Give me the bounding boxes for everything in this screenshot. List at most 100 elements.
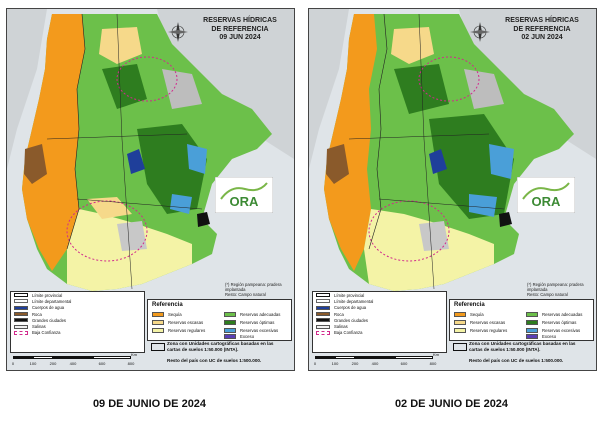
reference-title: Referencia <box>454 302 485 308</box>
legend-swatch <box>14 318 28 323</box>
ora-logo: ORA <box>516 176 576 214</box>
legend-label: Grandes ciudades <box>334 317 368 323</box>
reference-label: Reservas adecuadas <box>240 312 281 317</box>
legend-row: Límite departamental <box>11 298 144 304</box>
legend-swatch <box>316 318 330 323</box>
scale-bar: Km 0 100 200 400 600 800 <box>11 352 143 369</box>
reference-swatch <box>224 312 236 317</box>
legend-label: Límite provincial <box>32 292 63 298</box>
map-title-line: RESERVAS HÍDRICAS <box>505 17 579 24</box>
legend-row: Límite departamental <box>313 298 446 304</box>
legend-swatch <box>14 330 28 335</box>
reference-label: Reservas adecuadas <box>542 312 583 317</box>
scale-unit: Km <box>433 352 439 357</box>
legend-swatch <box>14 324 28 329</box>
legend-label: Grandes ciudades <box>32 317 66 323</box>
legend-swatch <box>316 324 330 329</box>
reference-swatch <box>526 320 538 325</box>
legend-row: Roca <box>313 311 446 317</box>
reference-item: Sequía <box>152 311 182 318</box>
base-legend: Límite provincial Límite departamental C… <box>312 291 447 353</box>
source-note-line: Resto: Campo natural <box>527 292 568 297</box>
reference-legend: Referencia Sequía Reservas escasas Reser… <box>147 299 292 341</box>
base-legend: Límite provincial Límite departamental C… <box>10 291 145 353</box>
legend-label: Salinas <box>334 324 348 330</box>
reference-label: Reservas regulares <box>168 328 206 333</box>
legend-row: Límite provincial <box>313 292 446 298</box>
legend-label: Cuerpos de agua <box>32 305 65 311</box>
scale-tick: 800 <box>127 361 135 366</box>
reference-item: Reservas regulares <box>454 327 507 334</box>
map-title-line: DE REFERENCIA <box>513 25 571 33</box>
scale-tick: 600 <box>98 361 106 366</box>
reference-swatch <box>526 328 538 333</box>
map-panel-left: RESERVAS HÍDRICAS DE REFERENCIA 09 JUN 2… <box>6 8 295 371</box>
reference-item: Reservas excesivas <box>224 327 278 334</box>
reference-label: Reservas excesivas <box>542 328 581 333</box>
reference-title: Referencia <box>152 302 183 308</box>
reference-item: Reservas excesivas <box>526 327 580 334</box>
legend-row: Límite provincial <box>11 292 144 298</box>
legend-row: Salinas <box>313 323 446 329</box>
scale-tick: 100 <box>331 361 339 366</box>
legend-swatch <box>316 305 330 310</box>
scale-bar: Km 0 100 200 400 600 800 <box>313 352 445 369</box>
legend-row: Grandes ciudades <box>313 317 446 323</box>
map-caption-left: 09 DE JUNIO DE 2024 <box>92 398 207 410</box>
legend-swatch <box>14 312 28 317</box>
legend-swatch <box>316 330 330 335</box>
reference-swatch <box>454 320 466 325</box>
scale-unit: Km <box>131 352 137 357</box>
reference-label: Exceso <box>240 334 255 339</box>
scale-tick: 400 <box>371 361 379 366</box>
reference-item: Reservas escasas <box>152 319 203 326</box>
legend-swatch <box>316 299 330 304</box>
legend-label: Roca <box>32 311 42 317</box>
scale-tick: 200 <box>49 361 57 366</box>
zone-swatch <box>151 343 165 351</box>
argentina-map <box>7 9 294 370</box>
legend-label: Cuerpos de agua <box>334 305 367 311</box>
scale-segment <box>33 356 53 359</box>
reference-item: Sequía <box>454 311 484 318</box>
reference-label: Reservas óptimas <box>542 320 577 325</box>
reference-label: Reservas óptimas <box>240 320 275 325</box>
reference-label: Reservas regulares <box>470 328 508 333</box>
scale-segment <box>93 356 131 359</box>
reference-swatch <box>454 328 466 333</box>
legend-label: Baja Confianza <box>32 330 61 336</box>
reference-legend: Referencia Sequía Reservas escasas Reser… <box>449 299 594 341</box>
reference-swatch <box>224 334 236 339</box>
zone-note: Zona con Unidades cartográficas basadas … <box>147 340 290 368</box>
reference-swatch <box>224 320 236 325</box>
scale-segment <box>335 356 355 359</box>
scale-segment <box>13 356 33 359</box>
legend-row: Roca <box>11 311 144 317</box>
source-note: (*) Región pampeana: pradera implantada … <box>225 282 294 297</box>
reference-item: Reservas óptimas <box>224 319 274 326</box>
map-title: RESERVAS HÍDRICAS DE REFERENCIA 09 JUN 2… <box>190 17 290 43</box>
legend-row: Baja Confianza <box>313 330 446 336</box>
reference-label: Reservas excesivas <box>240 328 279 333</box>
scale-tick: 400 <box>69 361 77 366</box>
reference-swatch <box>526 334 538 339</box>
zone-note-line2: Resto del país con UC de suelos 1:500.00… <box>167 358 262 363</box>
legend-label: Límite departamental <box>32 298 72 304</box>
legend-swatch <box>316 293 330 298</box>
reference-swatch <box>454 312 466 317</box>
map-title: RESERVAS HÍDRICAS DE REFERENCIA 02 JUN 2… <box>492 17 592 43</box>
scale-tick: 200 <box>351 361 359 366</box>
scale-segment <box>315 356 335 359</box>
reference-item: Reservas escasas <box>454 319 505 326</box>
reference-label: Exceso <box>542 334 557 339</box>
reference-label: Sequía <box>168 312 182 317</box>
reference-swatch <box>224 328 236 333</box>
reference-item: Reservas adecuadas <box>526 311 582 318</box>
zone-note-line1: Zona con Unidades cartográficas basadas … <box>167 341 274 352</box>
reference-item: Reservas óptimas <box>526 319 576 326</box>
legend-label: Salinas <box>32 324 46 330</box>
ora-logo-text: ORA <box>532 194 562 209</box>
reference-item: Exceso <box>526 333 556 340</box>
scale-tick: 100 <box>29 361 37 366</box>
scale-tick: 600 <box>400 361 408 366</box>
